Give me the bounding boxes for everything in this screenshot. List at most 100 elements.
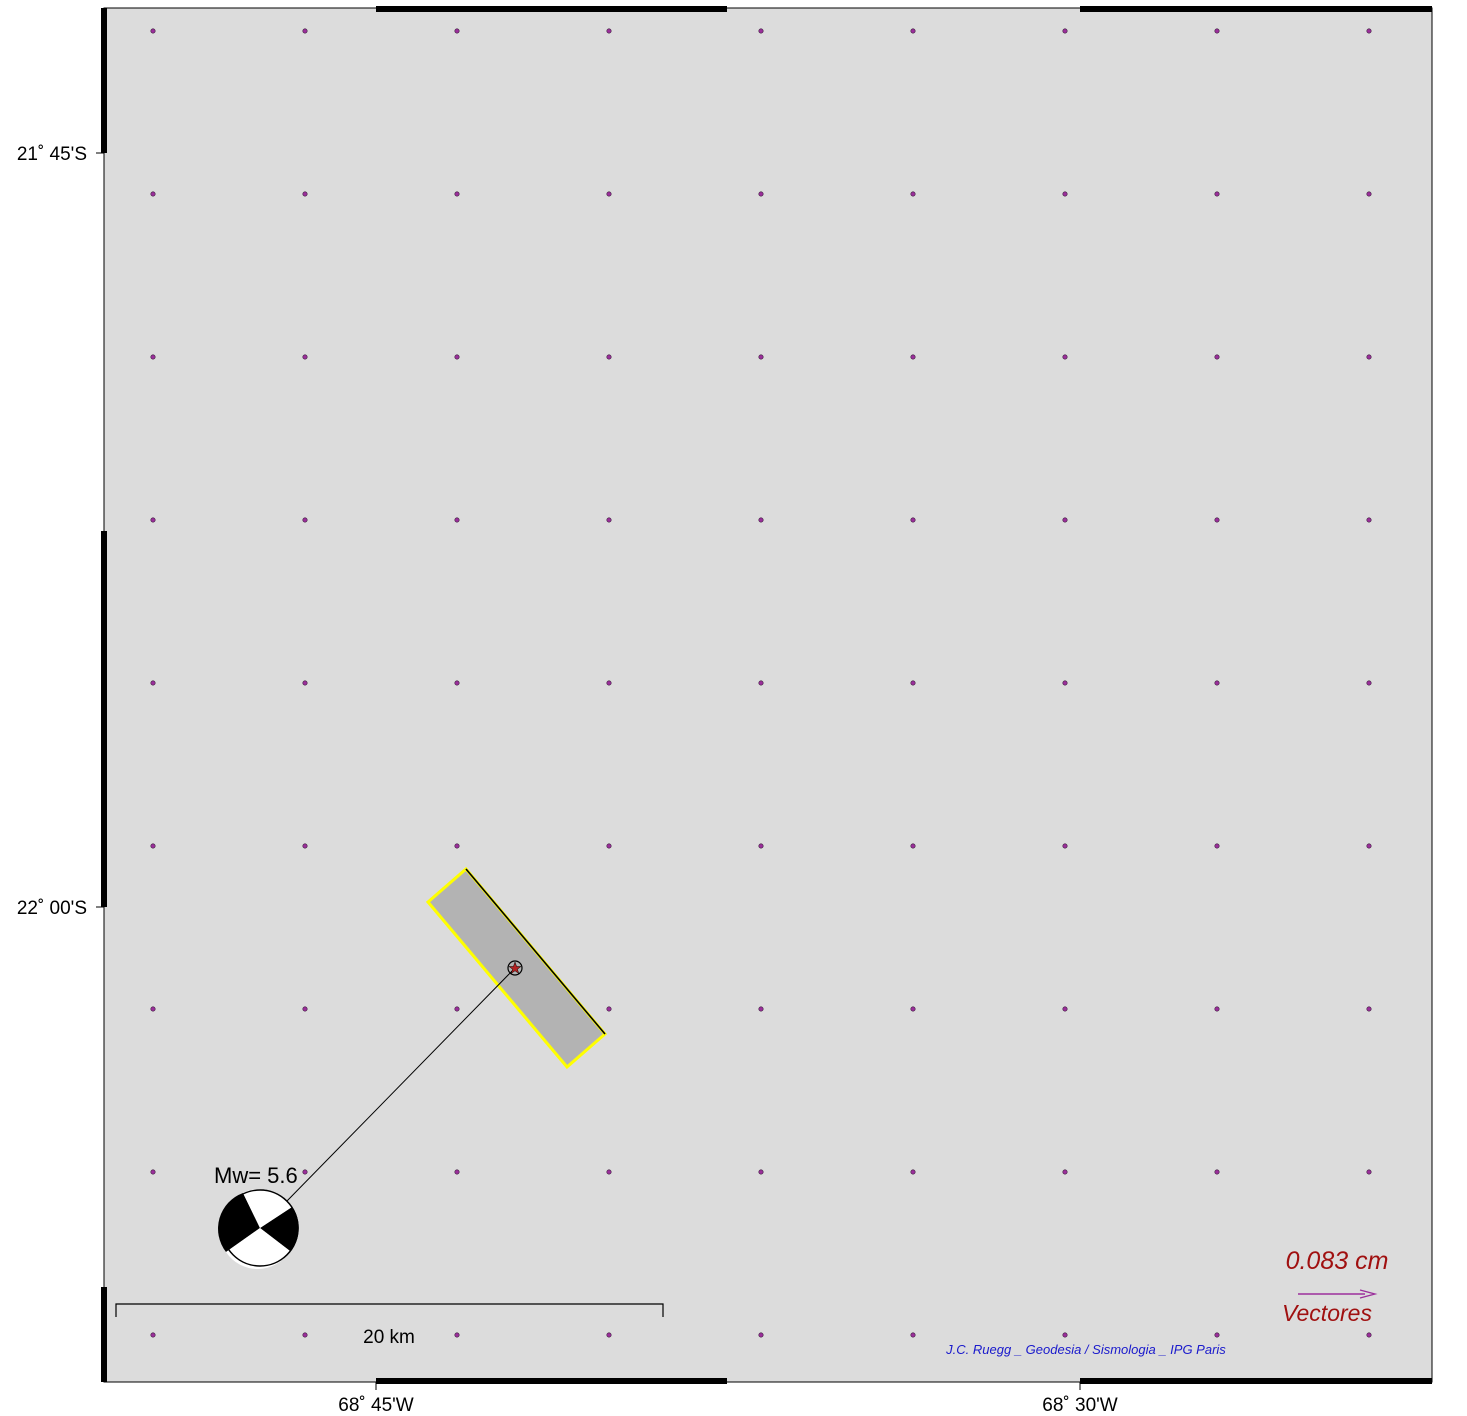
station-dot-icon — [1062, 1169, 1068, 1175]
station-dot-icon — [1214, 1169, 1220, 1175]
station-dot-icon — [302, 1332, 308, 1338]
station-dot-icon — [910, 28, 916, 34]
station-dot-icon — [150, 1332, 156, 1338]
station-dot-icon — [606, 1006, 612, 1012]
station-dot-icon — [302, 680, 308, 686]
station-dot-icon — [454, 28, 460, 34]
station-dot-icon — [1062, 517, 1068, 523]
station-dot-icon — [150, 354, 156, 360]
station-dot-icon — [606, 680, 612, 686]
station-dot-icon — [1214, 1332, 1220, 1338]
station-dot-icon — [454, 1169, 460, 1175]
latitude-label: 22˚ 00'S — [17, 898, 87, 919]
station-dot-icon — [1366, 354, 1372, 360]
station-dot-icon — [454, 1006, 460, 1012]
fault-top-edge — [465, 868, 606, 1035]
station-dot-icon — [302, 843, 308, 849]
station-dot-icon — [1366, 28, 1372, 34]
station-dot-icon — [1214, 680, 1220, 686]
station-dot-icon — [150, 1169, 156, 1175]
station-dot-icon — [1366, 1006, 1372, 1012]
station-dot-icon — [910, 191, 916, 197]
station-dot-icon — [606, 28, 612, 34]
vector-legend-label: Vectores — [1282, 1300, 1372, 1326]
station-dot-icon — [150, 191, 156, 197]
station-dot-icon — [454, 191, 460, 197]
mechanism-connector-line — [285, 967, 516, 1203]
station-dot-icon — [454, 1332, 460, 1338]
station-dot-icon — [758, 28, 764, 34]
station-dot-icon — [1214, 28, 1220, 34]
station-dot-icon — [1214, 517, 1220, 523]
station-dot-icon — [1062, 191, 1068, 197]
station-dot-icon — [302, 354, 308, 360]
station-dot-icon — [1366, 1332, 1372, 1338]
station-dot-icon — [758, 843, 764, 849]
station-dot-icon — [454, 517, 460, 523]
station-dot-icon — [454, 843, 460, 849]
station-dot-icon — [454, 354, 460, 360]
station-dot-icon — [758, 191, 764, 197]
station-dot-icon — [910, 1332, 916, 1338]
map-frame — [96, 6, 1433, 1390]
scale-bar — [115, 1303, 664, 1317]
station-dot-icon — [150, 843, 156, 849]
longitude-label: 68˚ 45'W — [338, 1395, 414, 1416]
station-dot-icon — [910, 680, 916, 686]
station-dot-icon — [606, 1169, 612, 1175]
station-dot-icon — [1366, 517, 1372, 523]
station-dot-icon — [1214, 354, 1220, 360]
station-dot-icon — [758, 1332, 764, 1338]
station-dot-icon — [1214, 843, 1220, 849]
station-dot-icon — [758, 354, 764, 360]
beach-ball-icon — [218, 1189, 299, 1270]
station-dot-icon — [606, 191, 612, 197]
station-dot-icon — [150, 1006, 156, 1012]
station-dot-icon — [1062, 354, 1068, 360]
station-dot-icon — [1366, 191, 1372, 197]
star-in-circle-icon — [507, 960, 523, 976]
station-dot-icon — [150, 28, 156, 34]
station-dot-icon — [606, 1332, 612, 1338]
station-dot-icon — [150, 517, 156, 523]
station-dot-icon — [302, 28, 308, 34]
station-dot-icon — [302, 517, 308, 523]
station-dot-icon — [1366, 843, 1372, 849]
station-dot-icon — [1214, 1006, 1220, 1012]
station-dot-icon — [758, 517, 764, 523]
station-dot-icon — [910, 1169, 916, 1175]
station-dot-icon — [1062, 843, 1068, 849]
station-dot-icon — [302, 1006, 308, 1012]
station-dot-icon — [1062, 1006, 1068, 1012]
longitude-label: 68˚ 30'W — [1042, 1395, 1118, 1416]
station-dot-icon — [758, 680, 764, 686]
magnitude-label: Mw= 5.6 — [214, 1163, 298, 1188]
station-dot-icon — [910, 1006, 916, 1012]
map-background — [104, 8, 1432, 1382]
station-dot-icon — [910, 517, 916, 523]
station-dot-icon — [1062, 28, 1068, 34]
station-dot-icon — [454, 680, 460, 686]
credit-text: J.C. Ruegg _ Geodesia / Sismologia _ IPG… — [945, 1342, 1226, 1357]
vector-scale-value: 0.083 cm — [1286, 1247, 1389, 1275]
station-dot-icon — [606, 517, 612, 523]
latitude-label: 21˚ 45'S — [17, 144, 87, 165]
station-dot-icon — [910, 843, 916, 849]
station-dot-icon — [606, 843, 612, 849]
station-dot-icon — [302, 1169, 308, 1175]
station-dot-icon — [758, 1169, 764, 1175]
vector-arrow-icon — [1298, 1289, 1378, 1299]
station-dot-icon — [1366, 1169, 1372, 1175]
station-dot-icon — [302, 191, 308, 197]
scale-bar-label: 20 km — [363, 1327, 415, 1348]
station-dot-icon — [1062, 680, 1068, 686]
station-dot-icon — [758, 1006, 764, 1012]
station-dot-icon — [910, 354, 916, 360]
station-dot-icon — [1062, 1332, 1068, 1338]
station-dot-icon — [606, 354, 612, 360]
station-dot-icon — [1214, 191, 1220, 197]
station-dot-icon — [1366, 680, 1372, 686]
station-dot-icon — [150, 680, 156, 686]
station-grid — [150, 28, 1372, 1338]
